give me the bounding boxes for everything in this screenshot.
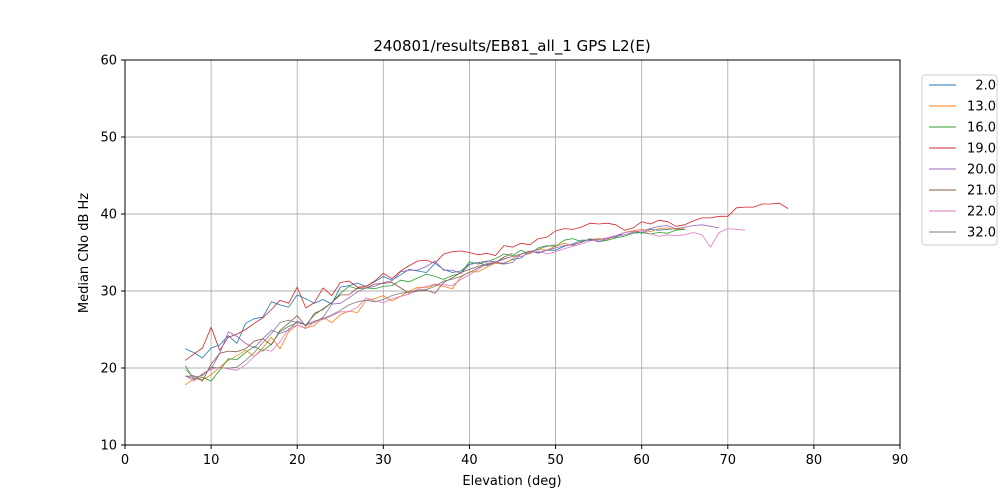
legend-entry-label: 13.0 bbox=[967, 100, 996, 115]
series-line-20-0 bbox=[185, 224, 720, 380]
series-line-19-0 bbox=[185, 202, 789, 361]
x-tick-label: 80 bbox=[806, 453, 823, 468]
x-tick-label: 70 bbox=[720, 453, 737, 468]
x-tick-label: 60 bbox=[633, 453, 650, 468]
tick-layer: 0 10 20 30 40 50 60 70 80 90 10 20 30 40 50 60 bbox=[100, 54, 908, 469]
x-tick-label: 90 bbox=[892, 453, 909, 468]
plot-frame bbox=[124, 59, 901, 446]
x-tick-label: 50 bbox=[547, 453, 564, 468]
series-line-21-0 bbox=[185, 252, 513, 382]
legend-entry-label: 2.0 bbox=[975, 79, 996, 94]
x-tick-label: 0 bbox=[121, 453, 129, 468]
x-tick-label: 10 bbox=[203, 453, 220, 468]
chart-title: 240801/results/EB81_all_1 GPS L2(E) bbox=[373, 37, 650, 56]
y-tick-label: 20 bbox=[100, 362, 117, 377]
grid-layer bbox=[124, 59, 901, 446]
legend-entry-label: 22.0 bbox=[967, 205, 996, 220]
y-tick-label: 10 bbox=[100, 439, 117, 454]
x-tick-label: 30 bbox=[375, 453, 392, 468]
legend-items: 2.0 13.0 16.0 19.0 20.0 21.0 22.0 32.0 bbox=[929, 79, 996, 241]
series-line-13-0 bbox=[185, 227, 685, 386]
series-line-22-0 bbox=[185, 228, 746, 382]
legend: 2.0 13.0 16.0 19.0 20.0 21.0 22.0 32.0 bbox=[921, 74, 998, 246]
y-tick-label: 60 bbox=[100, 54, 117, 69]
legend-entry-label: 21.0 bbox=[967, 184, 996, 199]
x-tick-label: 20 bbox=[289, 453, 306, 468]
y-tick-label: 50 bbox=[100, 131, 117, 146]
series-line-16-0 bbox=[184, 229, 685, 382]
legend-entry-label: 19.0 bbox=[967, 142, 996, 157]
y-tick-label: 40 bbox=[100, 208, 117, 223]
legend-entry-label: 32.0 bbox=[967, 226, 996, 241]
series-layer bbox=[184, 202, 789, 386]
series-line-32-0 bbox=[185, 244, 556, 378]
legend-entry-label: 16.0 bbox=[967, 121, 996, 136]
y-tick-label: 30 bbox=[100, 285, 117, 300]
x-tick-label: 40 bbox=[461, 453, 478, 468]
y-axis-label: Median CNo dB Hz bbox=[77, 193, 92, 313]
legend-entry-label: 20.0 bbox=[967, 163, 996, 178]
legend-frame bbox=[921, 74, 998, 246]
x-axis-label: Elevation (deg) bbox=[462, 474, 561, 489]
